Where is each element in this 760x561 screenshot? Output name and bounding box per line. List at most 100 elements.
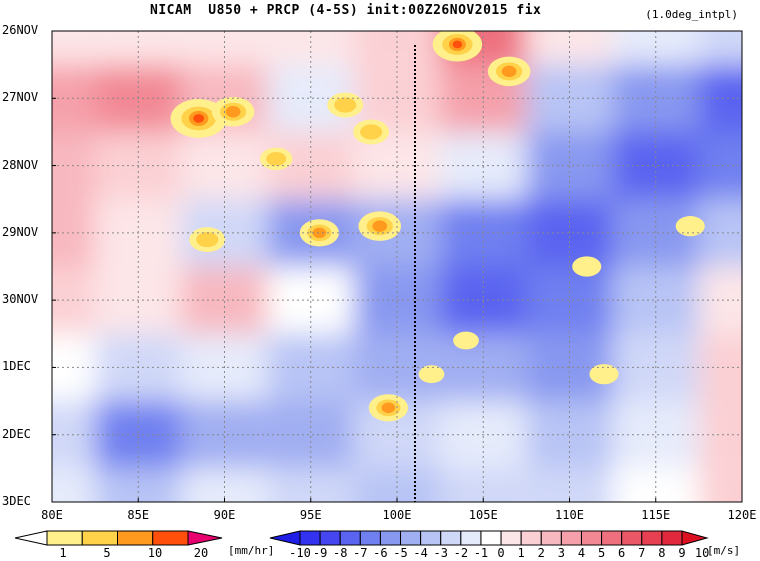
precip-patch — [432, 31, 483, 62]
wind-cell — [52, 31, 96, 65]
precip-colorbar-low — [14, 530, 48, 546]
precip-unit: [mm/hr] — [228, 544, 275, 557]
y-tick-label: 30NOV — [2, 292, 39, 307]
wind-colorbar-cell — [540, 530, 562, 546]
precip-patch — [327, 92, 364, 118]
wind-colorbar-cell — [339, 530, 361, 546]
precip-patch — [299, 219, 340, 247]
x-tick-label: 100E — [382, 508, 412, 522]
x-tick-label: 110E — [555, 508, 584, 522]
wind-colorbar-cell — [319, 530, 341, 546]
wind-cell — [698, 266, 742, 334]
wind-colorbar-low — [269, 530, 301, 546]
wind-colorbar-label: 2 — [537, 546, 545, 560]
wind-colorbar-label: -5 — [393, 546, 408, 560]
wind-colorbar-label: 5 — [597, 546, 606, 560]
wind-colorbar-cell — [460, 530, 482, 546]
wind-colorbar-label: -8 — [332, 546, 348, 560]
wind-colorbar-cell — [621, 530, 643, 546]
precip-patch — [572, 256, 602, 277]
wind-colorbar-cell — [641, 530, 663, 546]
precip-patch — [189, 227, 226, 253]
precip-patch — [260, 147, 293, 171]
wind-cell — [698, 468, 742, 502]
precip-colorbar-label: 10 — [147, 546, 163, 560]
wind-colorbar-label: 10 — [694, 546, 710, 560]
precip-colorbar-high — [187, 530, 223, 546]
y-tick-label: 29NOV — [2, 224, 39, 239]
precip-colorbar-cell — [46, 530, 83, 546]
y-tick-label: 2DEC — [2, 426, 31, 441]
wind-colorbar-cell — [400, 530, 422, 546]
wind-colorbar-cell — [299, 530, 321, 546]
x-tick-label: 105E — [468, 508, 498, 522]
precipitation-field — [170, 31, 705, 422]
wind-colorbar-cell — [520, 530, 542, 546]
wind-colorbar-label: -10 — [289, 546, 311, 560]
wind-cell — [698, 31, 742, 65]
precip-patch — [353, 119, 390, 145]
precip-patch — [368, 394, 409, 422]
wind-cell — [698, 199, 742, 267]
y-tick-label: 28NOV — [2, 157, 39, 172]
y-tick-label: 26NOV — [2, 23, 39, 37]
wind-colorbar-cell — [480, 530, 502, 546]
wind-colorbar — [269, 530, 709, 546]
precip-patch — [453, 331, 479, 350]
wind-colorbar-cell — [580, 530, 603, 546]
precip-patch — [358, 211, 402, 241]
precip-patch — [589, 364, 619, 385]
y-tick-label: 27NOV — [2, 90, 39, 105]
wind-colorbar-label: -9 — [312, 546, 328, 560]
x-tick-label: 85E — [127, 508, 150, 522]
precip-patch — [418, 365, 445, 384]
wind-cell — [698, 401, 742, 469]
wind-colorbar-cell — [560, 530, 582, 546]
wind-colorbar-label: -7 — [353, 546, 368, 560]
wind-colorbar-cell — [440, 530, 462, 546]
wind-colorbar-label: -3 — [433, 546, 448, 560]
x-tick-label: 95E — [299, 508, 322, 522]
wind-colorbar-label: 3 — [557, 546, 565, 560]
x-tick-label: 90E — [213, 508, 236, 522]
precip-patch — [487, 56, 531, 87]
chart-title: NICAM U850 + PRCP (4-5S) init:00Z26NOV20… — [150, 3, 542, 18]
axis-ticks — [51, 30, 743, 503]
wind-colorbar-label: -4 — [413, 546, 428, 560]
precip-colorbar-cell — [117, 530, 154, 546]
precip-colorbar-cell — [81, 530, 118, 546]
wind-colorbar-label: 1 — [517, 546, 525, 560]
precip-colorbar — [14, 530, 223, 546]
wind-colorbar-label: 6 — [618, 546, 626, 560]
wind-colorbar-cell — [661, 530, 683, 546]
precip-colorbar-cell — [152, 530, 189, 546]
wind-cell — [698, 64, 742, 132]
x-tick-label: 115E — [641, 508, 671, 522]
wind-cell — [52, 468, 96, 502]
wind-colorbar-cell — [601, 530, 623, 546]
wind-colorbar-cell — [500, 530, 522, 546]
wind-colorbar-label: 4 — [577, 546, 586, 560]
wind-colorbar-label: -1 — [473, 546, 489, 560]
x-tick-label: 80E — [41, 508, 63, 522]
chart-subtitle: (1.0deg_intpl) — [645, 8, 738, 21]
wind-colorbar-label: 7 — [638, 546, 646, 560]
wind-unit: [m/s] — [707, 544, 741, 557]
wind-colorbar-label: 8 — [658, 546, 666, 560]
precip-colorbar-label: 5 — [103, 546, 111, 560]
wind-colorbar-cell — [420, 530, 442, 546]
x-tick-label: 120E — [727, 508, 757, 522]
wind-colorbar-label: -6 — [373, 546, 388, 560]
wind-colorbar-label: 9 — [678, 546, 686, 560]
chart-title-bar: NICAM U850 + PRCP (4-5S) init:00Z26NOV20… — [0, 0, 760, 21]
wind-cell — [698, 131, 742, 200]
wind-cell — [698, 333, 742, 402]
precip-patch — [211, 96, 255, 127]
precip-colorbar-label: 20 — [193, 546, 209, 560]
wind-colorbar-high — [681, 530, 709, 546]
precip-colorbar-label: 1 — [59, 546, 67, 560]
y-tick-label: 1DEC — [2, 359, 31, 374]
grid-lines — [52, 31, 742, 502]
